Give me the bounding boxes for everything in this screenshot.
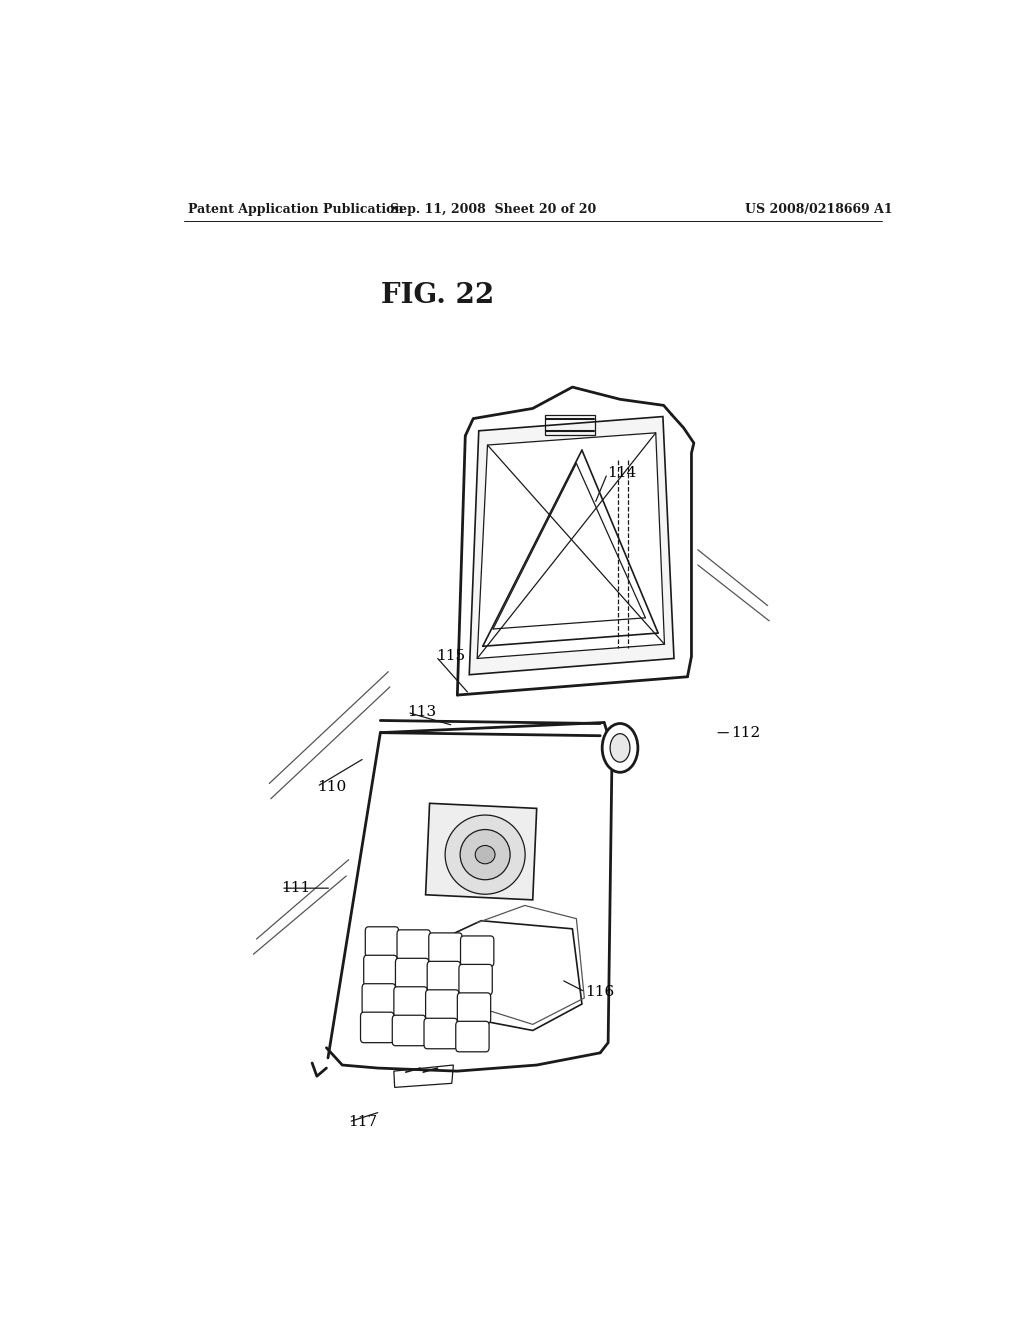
Ellipse shape (475, 846, 495, 863)
Polygon shape (469, 417, 674, 675)
Text: 110: 110 (316, 780, 346, 793)
FancyBboxPatch shape (366, 927, 398, 957)
FancyBboxPatch shape (429, 933, 462, 964)
FancyBboxPatch shape (394, 987, 427, 1018)
FancyBboxPatch shape (360, 1012, 394, 1043)
FancyBboxPatch shape (364, 956, 397, 986)
Text: 116: 116 (585, 985, 614, 999)
Polygon shape (426, 804, 537, 900)
Ellipse shape (610, 734, 630, 762)
FancyBboxPatch shape (424, 1018, 458, 1049)
Text: Patent Application Publication: Patent Application Publication (187, 203, 403, 215)
Text: 115: 115 (436, 649, 465, 664)
FancyBboxPatch shape (362, 983, 395, 1014)
Text: Sep. 11, 2008  Sheet 20 of 20: Sep. 11, 2008 Sheet 20 of 20 (390, 203, 596, 215)
Text: FIG. 22: FIG. 22 (381, 282, 495, 309)
Text: 117: 117 (348, 1115, 378, 1129)
FancyBboxPatch shape (397, 929, 430, 961)
Ellipse shape (460, 829, 510, 879)
Text: 112: 112 (731, 726, 761, 739)
Polygon shape (477, 433, 665, 659)
FancyBboxPatch shape (456, 1022, 489, 1052)
Ellipse shape (602, 723, 638, 772)
Text: US 2008/0218669 A1: US 2008/0218669 A1 (744, 203, 892, 215)
FancyBboxPatch shape (392, 1015, 426, 1045)
Ellipse shape (445, 814, 525, 894)
FancyBboxPatch shape (395, 958, 429, 989)
FancyBboxPatch shape (427, 961, 461, 991)
FancyBboxPatch shape (458, 993, 490, 1023)
FancyBboxPatch shape (426, 990, 459, 1020)
FancyBboxPatch shape (459, 965, 493, 995)
FancyBboxPatch shape (461, 936, 494, 966)
Text: 114: 114 (607, 466, 637, 480)
Text: 113: 113 (408, 705, 436, 719)
Text: 111: 111 (282, 882, 310, 895)
